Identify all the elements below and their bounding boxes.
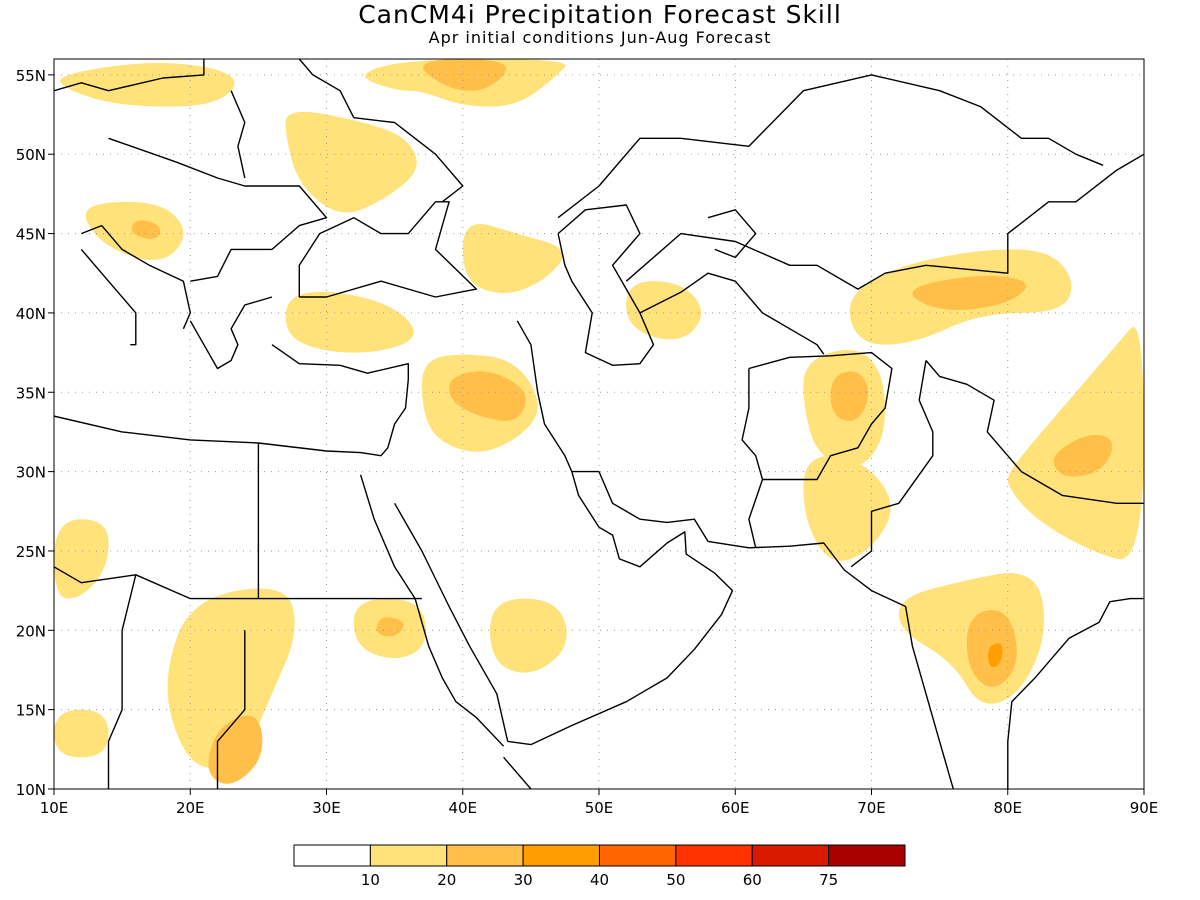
skill-region-red-sea-west-core bbox=[376, 617, 404, 637]
boundary-aral-shore bbox=[707, 209, 757, 259]
lon-label-70: 70E bbox=[857, 799, 886, 817]
boundary-russia-west bbox=[298, 59, 355, 119]
boundary-red-sea-east-coast bbox=[393, 502, 509, 742]
colorbar-swatch-4 bbox=[599, 844, 677, 867]
boundary-kazakh-russia bbox=[557, 74, 1104, 219]
boundary-persian-gulf-north bbox=[571, 470, 954, 789]
skill-region-sudan bbox=[167, 588, 295, 768]
colorbar-swatch-1 bbox=[369, 844, 448, 867]
coastline-layer bbox=[54, 59, 1144, 789]
boundary-east-europe-borders bbox=[108, 137, 328, 282]
latitude-labels: 10N 15N 20N 25N 30N 35N 40N 45N 50N 55N bbox=[16, 67, 54, 799]
lat-label-30: 30N bbox=[16, 464, 46, 482]
boundary-somalia-horn bbox=[503, 756, 532, 789]
boundary-pakistan-india bbox=[850, 360, 934, 568]
lat-label-20: 20N bbox=[16, 622, 46, 640]
skill-region-sudan-core bbox=[208, 715, 263, 784]
boundary-afghan-border bbox=[748, 351, 893, 481]
colorbar-swatch-0 bbox=[293, 844, 371, 867]
skill-region-himalaya-tibet-core bbox=[1053, 434, 1113, 477]
boundary-iran-east bbox=[741, 368, 764, 548]
skill-region-anatolia bbox=[285, 291, 414, 353]
colorbar-swatch-2 bbox=[446, 844, 524, 867]
lon-label-20: 20E bbox=[176, 799, 205, 817]
lat-label-10: 10N bbox=[16, 781, 46, 799]
skill-region-turkmenistan bbox=[626, 281, 702, 340]
colorbar-label-20: 20 bbox=[437, 871, 456, 889]
colorbar-label-75: 75 bbox=[819, 871, 838, 889]
map-title: CanCM4i Precipitation Forecast Skill bbox=[358, 0, 842, 29]
boundary-libya-chad bbox=[107, 574, 137, 789]
boundary-levant bbox=[54, 379, 409, 457]
lat-label-45: 45N bbox=[16, 226, 46, 244]
lat-label-25: 25N bbox=[16, 543, 46, 561]
skill-region-pakistan bbox=[803, 455, 891, 561]
colorbar-label-30: 30 bbox=[514, 871, 533, 889]
lat-label-55: 55N bbox=[16, 67, 46, 85]
skill-region-india-peak bbox=[987, 643, 1003, 668]
boundary-caspian bbox=[557, 204, 655, 366]
skill-region-baltic bbox=[60, 62, 235, 107]
colorbar-swatch-3 bbox=[522, 844, 600, 867]
colorbar-label-50: 50 bbox=[666, 871, 685, 889]
skill-region-sahel-west bbox=[54, 709, 109, 758]
boundary-ukraine-russia bbox=[353, 117, 464, 203]
lat-label-15: 15N bbox=[16, 702, 46, 720]
lat-label-35: 35N bbox=[16, 384, 46, 402]
colorbar-swatch-6 bbox=[751, 844, 830, 867]
skill-region-afghanistan-core bbox=[830, 371, 869, 421]
skill-region-arabia bbox=[490, 598, 567, 673]
boundary-poland-belarus bbox=[230, 90, 246, 179]
skill-region-iraq-syria-core bbox=[449, 371, 526, 421]
boundary-adriatic bbox=[81, 224, 191, 330]
lon-label-60: 60E bbox=[721, 799, 750, 817]
longitude-labels: 10E 20E 30E 40E 50E 60E 70E 80E 90E bbox=[40, 789, 1159, 817]
skill-region-balkans-core bbox=[131, 220, 161, 239]
skill-shading-layer bbox=[54, 59, 1144, 784]
boundary-n-africa-border bbox=[54, 443, 260, 600]
colorbar-swatch-5 bbox=[675, 844, 753, 867]
boundary-sudan-west bbox=[216, 630, 246, 789]
boundary-red-sea-west-coast bbox=[359, 474, 505, 747]
skill-region-north-russia-core bbox=[423, 59, 507, 91]
skill-region-ukraine-belarus bbox=[285, 111, 417, 213]
colorbar-label-10: 10 bbox=[361, 871, 380, 889]
lat-label-40: 40N bbox=[16, 305, 46, 323]
boundary-greece bbox=[189, 296, 273, 370]
colorbar-label-60: 60 bbox=[743, 871, 762, 889]
skill-region-tianshan-core bbox=[912, 275, 1026, 310]
colorbar: 10 20 30 40 50 60 75 bbox=[293, 844, 906, 889]
skill-region-caucasus-caspian bbox=[462, 224, 563, 294]
map-subtitle: Apr initial conditions Jun-Aug Forecast bbox=[428, 28, 772, 47]
lon-label-50: 50E bbox=[585, 799, 614, 817]
boundary-arabia-south bbox=[507, 471, 734, 746]
lat-label-50: 50N bbox=[16, 146, 46, 164]
lon-label-40: 40E bbox=[448, 799, 477, 817]
boundary-europe-coast bbox=[54, 59, 205, 92]
lon-label-10: 10E bbox=[40, 799, 69, 817]
boundary-turkmen-uzbek bbox=[639, 272, 825, 355]
colorbar-label-40: 40 bbox=[590, 871, 609, 889]
boundary-iran-border bbox=[516, 320, 573, 472]
boundary-kazakh-south bbox=[625, 153, 1144, 290]
boundary-china-india bbox=[925, 360, 1144, 504]
boundary-italy bbox=[80, 248, 137, 346]
colorbar-swatch-7 bbox=[828, 844, 906, 867]
skill-region-sahara-west bbox=[54, 519, 109, 599]
boundary-turkey-south bbox=[271, 344, 409, 380]
lon-label-80: 80E bbox=[993, 799, 1022, 817]
boundary-india-east bbox=[1007, 597, 1144, 789]
lon-label-30: 30E bbox=[312, 799, 341, 817]
lon-label-90: 90E bbox=[1130, 799, 1159, 817]
